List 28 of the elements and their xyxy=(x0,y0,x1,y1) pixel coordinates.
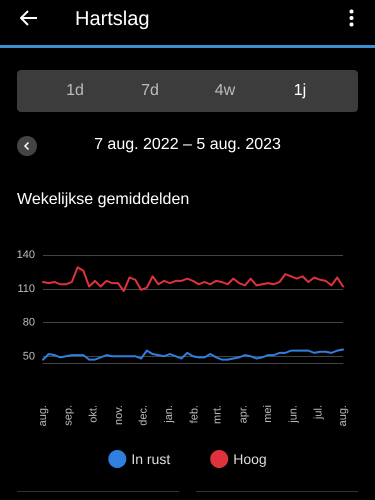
x-tick-label: jun. xyxy=(288,405,300,424)
text: 4w xyxy=(214,82,236,100)
legend-label: In rust xyxy=(131,451,170,467)
text: 7 aug. 2022 – 5 aug. 2023 xyxy=(93,136,282,154)
x-tick-label: sep. xyxy=(62,405,75,426)
text: 7d xyxy=(140,82,160,100)
x-tick-label: aug. xyxy=(337,405,349,426)
x-tick-label: jan. xyxy=(163,405,176,424)
y-tick-label: 140 xyxy=(16,249,35,261)
text: 1j xyxy=(292,82,308,100)
x-tick-label: jul. xyxy=(312,405,324,420)
y-tick-label: 110 xyxy=(17,282,35,295)
x-tick-label: feb. xyxy=(188,405,201,424)
chart-subtitle: Wekelijkse gemiddelden xyxy=(17,191,190,209)
chart-title: Hartslag xyxy=(75,7,150,32)
x-tick-label: dec. xyxy=(138,405,150,426)
legend-label: Hoog xyxy=(233,451,267,467)
x-tick-label: aug. xyxy=(37,405,49,426)
x-tick-label: mei xyxy=(262,405,274,423)
y-tick-label: 50 xyxy=(22,350,35,362)
y-tick-label: 80 xyxy=(22,316,35,328)
text: 1d xyxy=(65,82,85,100)
x-tick-label: apr. xyxy=(237,405,250,424)
line-series xyxy=(42,266,344,292)
x-tick-label: nov. xyxy=(112,405,125,425)
line-series xyxy=(42,348,344,361)
x-tick-label: okt. xyxy=(87,405,100,423)
x-tick-label: mrt. xyxy=(212,405,224,424)
